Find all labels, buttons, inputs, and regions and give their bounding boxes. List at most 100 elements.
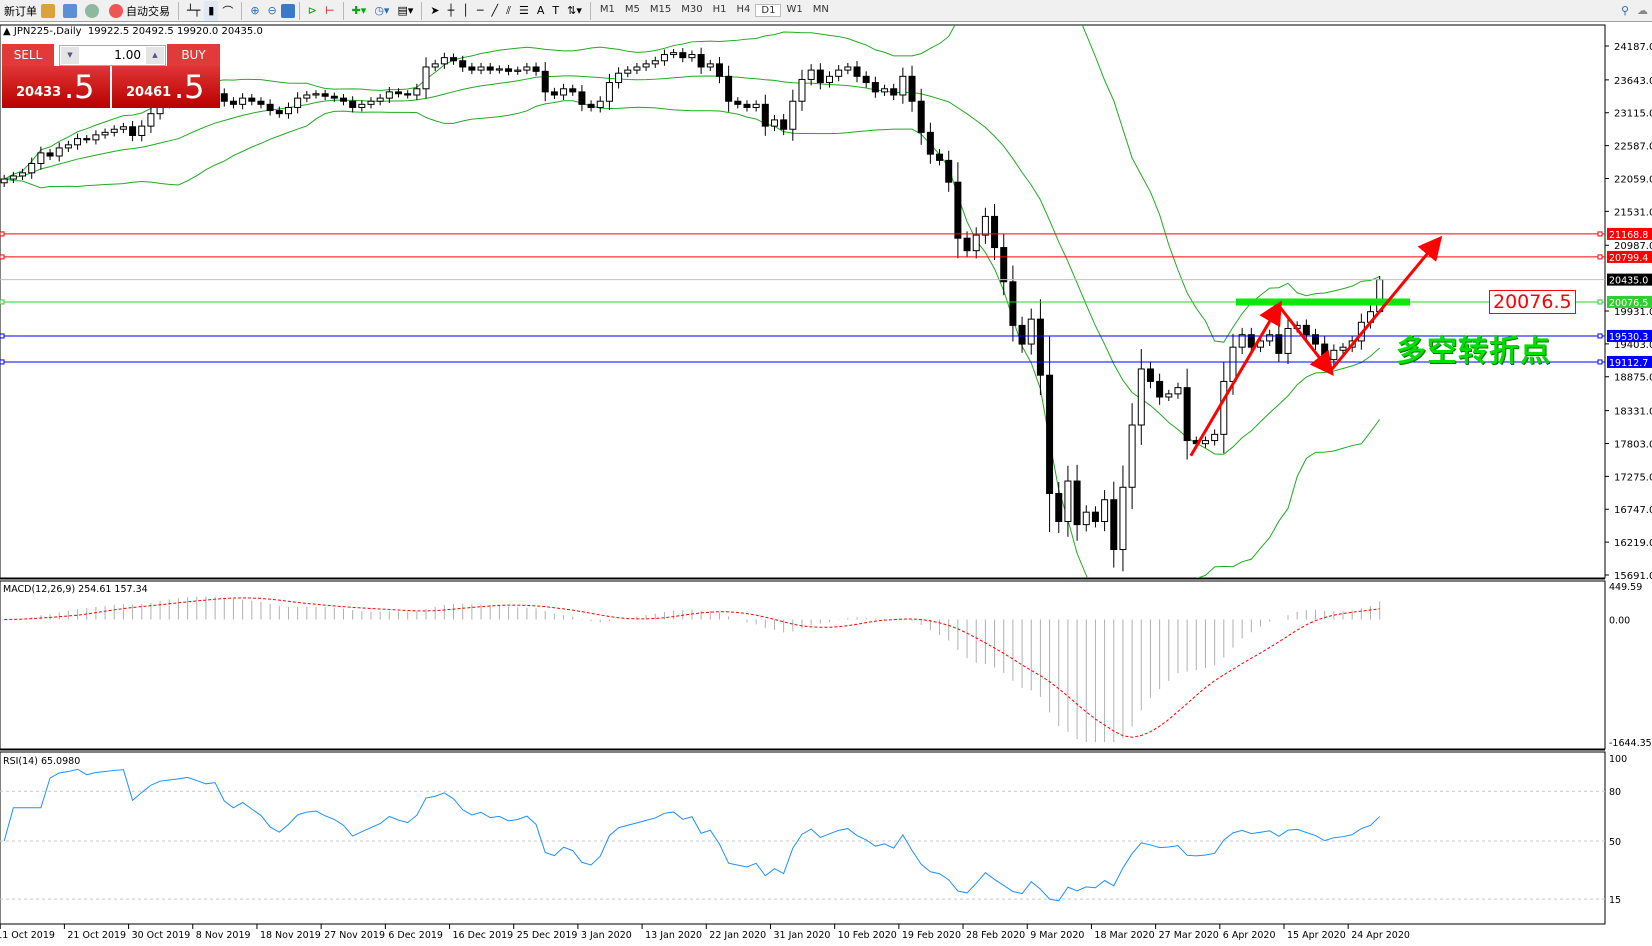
symbol-label: JPN225-,Daily (13, 26, 82, 37)
periods-icon[interactable]: ◷▾ (374, 4, 390, 17)
main-plot (0, 25, 1489, 578)
sell-price-pips: .5 (64, 68, 95, 106)
line-handle (0, 231, 5, 237)
bollinger-lower-band (4, 100, 1381, 578)
x-tick-label: 18 Nov 2019 (260, 930, 321, 941)
candle-body (1082, 511, 1090, 526)
signals-icon[interactable] (85, 3, 99, 18)
timeframe-h4[interactable]: H4 (736, 4, 751, 15)
timeframe-mn[interactable]: MN (812, 4, 829, 15)
x-tick-label: 28 Feb 2020 (966, 930, 1025, 941)
candle-body (37, 152, 45, 164)
candle-body (899, 75, 907, 96)
lot-decrease-button[interactable]: ▼ (61, 47, 79, 64)
candle-body (1091, 511, 1099, 523)
candle-body (1183, 387, 1191, 442)
tile-windows-icon[interactable] (280, 3, 295, 18)
x-tick-label: 24 Apr 2020 (1351, 930, 1410, 941)
text-label-icon[interactable]: T (552, 4, 560, 17)
candle-body (1036, 318, 1044, 376)
chart-shift-icon[interactable]: ⊢ (324, 4, 335, 17)
chart-window[interactable]: 24187.0 23643.0 23115.0 22587.0 22059.0 21531… (0, 24, 1652, 943)
candle-body (991, 215, 999, 249)
x-tick-label: 30 Oct 2019 (132, 930, 191, 941)
trendline-icon[interactable]: ╱ (491, 4, 499, 17)
candle-body (83, 138, 91, 141)
candle-body (422, 66, 430, 90)
turning-point-text[interactable]: 多空转折点 (1396, 334, 1551, 369)
candle-body (954, 181, 962, 239)
candle-body (248, 97, 256, 102)
zoom-in-icon[interactable]: ⊕ (250, 4, 260, 17)
line-chart-icon[interactable]: ⌒ (222, 4, 234, 18)
rsi-axis-label: 100 (1609, 754, 1627, 765)
y-tick-label: 23115.0 (1614, 109, 1652, 120)
history-icon[interactable] (41, 3, 55, 18)
vertical-line-icon[interactable]: │ (462, 4, 469, 17)
timeframe-w1[interactable]: W1 (786, 4, 803, 15)
macd-label: MACD(12,26,9) 254.61 157.34 (3, 584, 148, 595)
sell-price[interactable]: 20433.5 (2, 66, 110, 108)
buy-price[interactable]: 20461.5 (112, 66, 220, 108)
timeframe-m15[interactable]: M15 (649, 4, 672, 15)
candle-body (963, 237, 971, 252)
timeframe-h1[interactable]: H1 (712, 4, 727, 15)
templates-icon[interactable]: ▤▾ (397, 4, 414, 17)
timeframe-d1[interactable]: D1 (755, 4, 782, 17)
candle-body (725, 75, 733, 102)
candle-body (688, 54, 696, 59)
candle-body (560, 88, 568, 96)
timeframe-m30[interactable]: M30 (681, 4, 703, 15)
sell-button[interactable]: SELL (2, 44, 54, 66)
new-order-button[interactable]: 新订单 (0, 1, 41, 21)
timeframe-m1[interactable]: M1 (599, 4, 615, 15)
crosshair-icon[interactable]: ┼ (447, 4, 455, 17)
candle-body (1211, 433, 1219, 442)
candle-body (844, 66, 852, 71)
bollinger-middle-band (4, 75, 1381, 455)
candle-body (147, 113, 155, 127)
line-handle (0, 254, 5, 260)
buy-button[interactable]: BUY (167, 44, 220, 66)
one-click-trading-panel: SELL ▼ 1.00 ▲ BUY 20433.5 20461.5 (2, 44, 220, 108)
candle-body (1201, 440, 1209, 445)
autoscroll-icon[interactable]: ⊳ (307, 4, 317, 17)
fibonacci-icon[interactable]: ☰ (518, 4, 529, 17)
timeframe-m5[interactable]: M5 (624, 4, 640, 15)
x-tick-label: 27 Mar 2020 (1159, 930, 1219, 941)
candle-body (1046, 374, 1054, 494)
search-icon[interactable]: ⚲ (1620, 4, 1629, 17)
candlestick-icon[interactable]: ▮ (204, 0, 219, 21)
candle-body (1009, 281, 1017, 326)
candle-body (587, 103, 595, 108)
bar-chart-icon[interactable]: ┴┬ (187, 4, 201, 17)
indicators-icon[interactable]: ✚▾ (351, 4, 367, 17)
candle-body (266, 103, 274, 112)
lot-increase-button[interactable]: ▲ (146, 47, 164, 64)
x-tick-label: 18 Mar 2020 (1094, 930, 1154, 941)
chat-icon[interactable]: ☁ (1637, 4, 1648, 17)
equidistant-channel-icon[interactable]: ⫽ (506, 3, 511, 17)
candle-body (972, 234, 980, 252)
level-text-label[interactable]: 20076.5 (1489, 290, 1576, 314)
rsi-label: RSI(14) 65.0980 (3, 756, 80, 767)
y-tick-label: 16747.0 (1614, 505, 1652, 516)
market-watch-icon[interactable] (63, 3, 77, 18)
auto-trading-button[interactable]: 自动交易 (105, 1, 174, 21)
candle-body (367, 100, 375, 105)
y-tick-label: 17275.0 (1614, 472, 1652, 483)
text-icon[interactable]: A (536, 4, 545, 17)
price-chart[interactable]: 24187.0 23643.0 23115.0 22587.0 22059.0 21531… (0, 24, 1652, 943)
candle-body (1137, 368, 1145, 426)
lot-size-input[interactable]: ▼ 1.00 ▲ (59, 45, 166, 66)
candle-body (138, 125, 146, 136)
horizontal-line-icon[interactable]: ─ (476, 4, 484, 17)
candle-body (1110, 499, 1118, 551)
candle-body (64, 144, 72, 149)
price-level-tag (1607, 329, 1652, 342)
candle-body (0, 178, 8, 184)
cursor-icon[interactable]: ➤ (430, 4, 440, 17)
zoom-out-icon[interactable]: ⊖ (267, 4, 277, 17)
arrows-icon[interactable]: ⇅▾ (567, 4, 582, 17)
candle-body (119, 126, 127, 130)
